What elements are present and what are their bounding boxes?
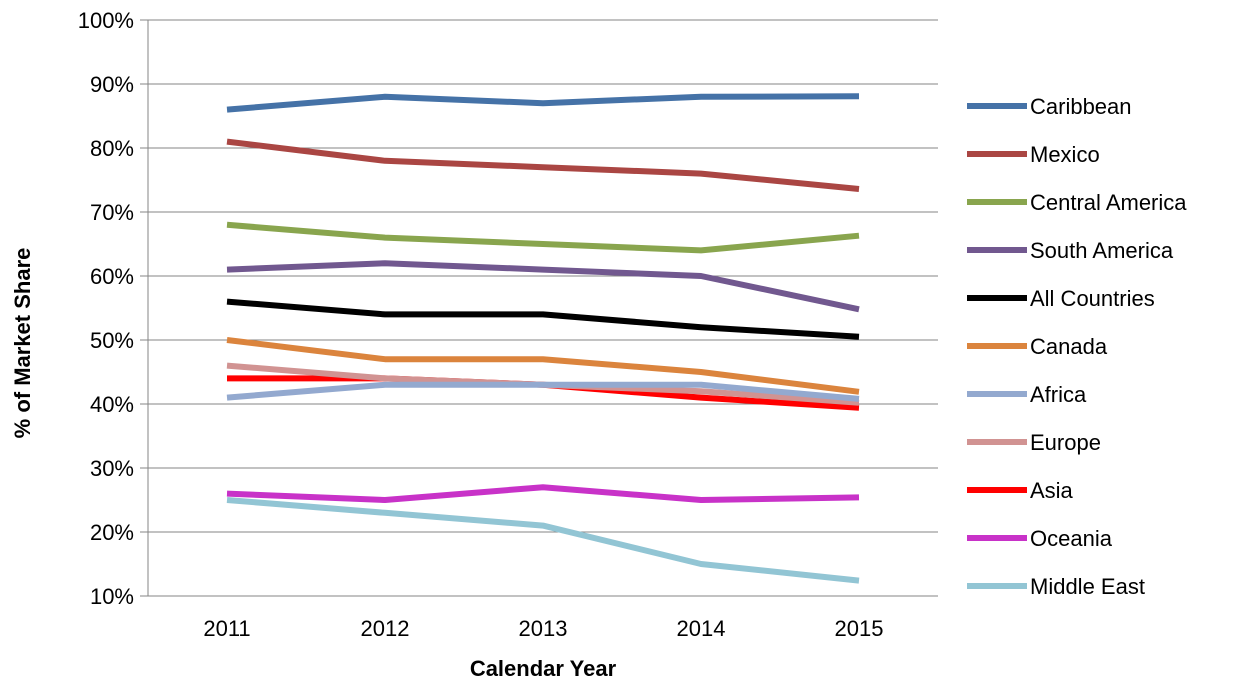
x-tick-label: 2015 bbox=[835, 616, 884, 641]
y-tick-label: 30% bbox=[90, 456, 134, 481]
y-tick-label: 20% bbox=[90, 520, 134, 545]
legend: Caribbean Mexico Central America South Amer… bbox=[967, 94, 1187, 599]
series-lines bbox=[226, 93, 860, 584]
legend-label: Mexico bbox=[1030, 142, 1100, 167]
legend-label: Middle East bbox=[1030, 574, 1145, 599]
series-line-central-america bbox=[226, 221, 860, 254]
x-tick-label: 2012 bbox=[361, 616, 410, 641]
x-tick-label: 2011 bbox=[203, 616, 250, 641]
y-tick-label: 70% bbox=[90, 200, 134, 225]
series-line-middle-east bbox=[226, 497, 860, 584]
series-line-oceania bbox=[226, 484, 860, 503]
y-tick-label: 40% bbox=[90, 392, 134, 417]
legend-label: Oceania bbox=[1030, 526, 1113, 551]
series-line-caribbean bbox=[226, 93, 860, 113]
y-tick-label: 60% bbox=[90, 264, 134, 289]
y-tick-label: 10% bbox=[90, 584, 134, 609]
y-axis-title: % of Market Share bbox=[10, 248, 35, 439]
series-line-south-america bbox=[226, 260, 860, 313]
y-tick-label: 50% bbox=[90, 328, 134, 353]
grid-lines bbox=[140, 19, 938, 597]
legend-label: Asia bbox=[1030, 478, 1074, 503]
y-tick-label: 90% bbox=[90, 72, 134, 97]
x-axis-title: Calendar Year bbox=[470, 656, 617, 681]
y-tick-label: 80% bbox=[90, 136, 134, 161]
y-tick-label: 100% bbox=[78, 8, 134, 33]
legend-label: Europe bbox=[1030, 430, 1101, 455]
series-line-africa bbox=[226, 381, 860, 402]
x-tick-label: 2013 bbox=[519, 616, 568, 641]
legend-label: Caribbean bbox=[1030, 94, 1132, 119]
legend-label: Canada bbox=[1030, 334, 1108, 359]
legend-label: South America bbox=[1030, 238, 1174, 263]
series-line-canada bbox=[226, 337, 860, 395]
x-tick-label: 2014 bbox=[677, 616, 726, 641]
series-line-all-countries bbox=[226, 298, 860, 340]
y-axis-tick-labels: 10% 20% 30% 40% 50% 60% 70% 80% 90% 100% bbox=[78, 8, 134, 609]
legend-label: Central America bbox=[1030, 190, 1187, 215]
x-axis-tick-labels: 2011 2012 2013 2014 2015 bbox=[203, 616, 883, 641]
series-line-mexico bbox=[226, 138, 860, 192]
legend-label: All Countries bbox=[1030, 286, 1155, 311]
legend-label: Africa bbox=[1030, 382, 1087, 407]
